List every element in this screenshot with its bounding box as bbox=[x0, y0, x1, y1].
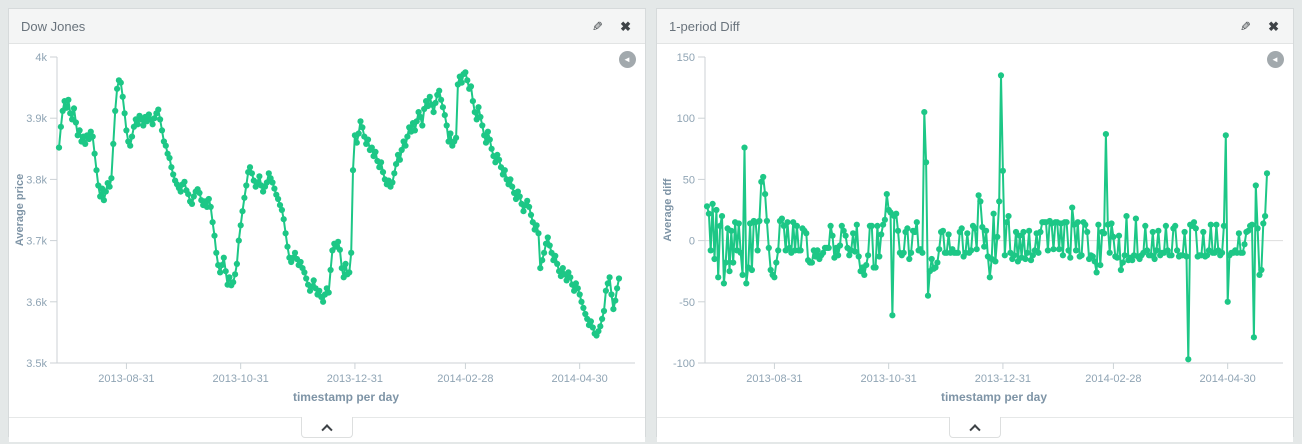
panel-header: 1-period Diff ✎ ✖ bbox=[657, 9, 1293, 44]
diff-line-chart[interactable]: -100 -50 0 50 100 150 2013-08-31 2013-10-31 2013… bbox=[657, 44, 1293, 412]
panel-header: Dow Jones ✎ ✖ bbox=[9, 9, 645, 44]
close-icon[interactable]: ✖ bbox=[1268, 18, 1279, 34]
svg-text:Average price: Average price bbox=[14, 174, 26, 246]
svg-text:2013-10-31: 2013-10-31 bbox=[861, 373, 917, 385]
svg-text:Average diff: Average diff bbox=[662, 178, 674, 242]
panel-1-period-diff: 1-period Diff ✎ ✖ -100 -50 0 50 100 150 2013-0… bbox=[656, 8, 1294, 442]
chart-area: 3.5k 3.6k 3.7k 3.8k 3.9k 4k 2013-08-31 2013-10-… bbox=[9, 44, 645, 417]
svg-text:3.9k: 3.9k bbox=[26, 113, 47, 125]
circle-back-arrow-icon[interactable]: ◄ bbox=[1267, 51, 1284, 68]
svg-text:2014-02-28: 2014-02-28 bbox=[1085, 373, 1141, 385]
svg-text:2013-12-31: 2013-12-31 bbox=[975, 373, 1031, 385]
svg-text:3.5k: 3.5k bbox=[26, 358, 47, 370]
svg-text:150: 150 bbox=[677, 52, 695, 64]
panel-dow-jones: Dow Jones ✎ ✖ 3.5k 3.6k 3.7k 3.8k 3.9k 4k 2013… bbox=[8, 8, 646, 442]
collapse-button[interactable] bbox=[301, 417, 353, 438]
chevron-up-icon bbox=[969, 424, 981, 436]
svg-text:timestamp per day: timestamp per day bbox=[293, 390, 399, 404]
svg-text:-100: -100 bbox=[673, 358, 695, 370]
svg-text:2013-08-31: 2013-08-31 bbox=[746, 373, 802, 385]
svg-text:0: 0 bbox=[689, 236, 695, 248]
close-icon[interactable]: ✖ bbox=[620, 18, 631, 34]
circle-back-arrow-icon[interactable]: ◄ bbox=[619, 51, 636, 68]
dow-jones-line-chart[interactable]: 3.5k 3.6k 3.7k 3.8k 3.9k 4k 2013-08-31 2013-10-… bbox=[9, 44, 645, 412]
svg-text:2013-12-31: 2013-12-31 bbox=[327, 373, 383, 385]
panel-footer bbox=[9, 417, 645, 442]
svg-text:2014-04-30: 2014-04-30 bbox=[552, 373, 608, 385]
svg-text:3.8k: 3.8k bbox=[26, 174, 47, 186]
collapse-button[interactable] bbox=[949, 417, 1001, 438]
chevron-up-icon bbox=[321, 424, 333, 436]
svg-text:2014-02-28: 2014-02-28 bbox=[437, 373, 493, 385]
pencil-icon[interactable]: ✎ bbox=[1240, 18, 1252, 34]
svg-text:50: 50 bbox=[683, 174, 695, 186]
svg-text:100: 100 bbox=[677, 113, 695, 125]
panel-title: Dow Jones bbox=[21, 18, 86, 34]
svg-text:2013-10-31: 2013-10-31 bbox=[213, 373, 269, 385]
panel-footer bbox=[657, 417, 1293, 442]
svg-text:3.7k: 3.7k bbox=[26, 236, 47, 248]
svg-text:3.6k: 3.6k bbox=[26, 297, 47, 309]
svg-text:4k: 4k bbox=[35, 52, 47, 64]
chart-area: -100 -50 0 50 100 150 2013-08-31 2013-10-31 2013… bbox=[657, 44, 1293, 417]
panel-title: 1-period Diff bbox=[669, 18, 740, 34]
svg-text:2013-08-31: 2013-08-31 bbox=[98, 373, 154, 385]
pencil-icon[interactable]: ✎ bbox=[592, 18, 604, 34]
svg-text:2014-04-30: 2014-04-30 bbox=[1200, 373, 1256, 385]
svg-text:timestamp per day: timestamp per day bbox=[941, 390, 1047, 404]
svg-text:-50: -50 bbox=[679, 297, 695, 309]
